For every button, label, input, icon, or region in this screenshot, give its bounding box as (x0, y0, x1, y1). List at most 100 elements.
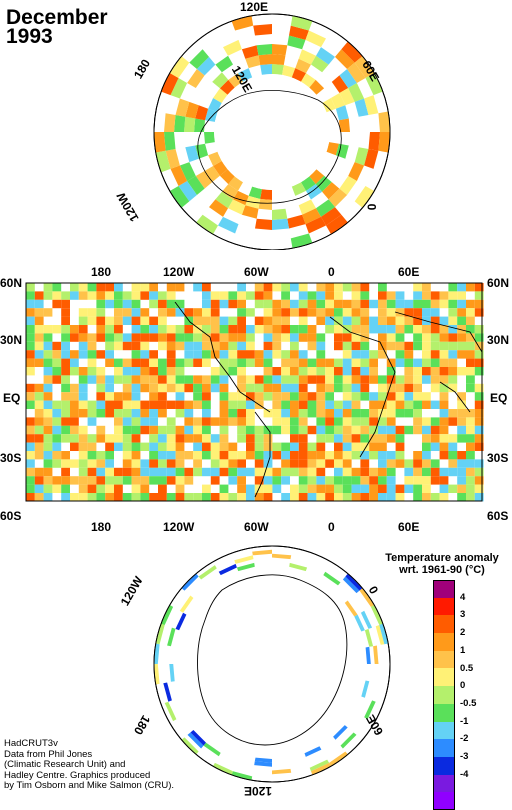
anomaly-cell (307, 392, 317, 401)
anomaly-cell (34, 383, 44, 393)
anomaly-cell (165, 149, 180, 169)
anomaly-cell (228, 392, 238, 401)
anomaly-cell (61, 434, 70, 443)
anomaly-cell (413, 383, 422, 393)
anomaly-cell (114, 358, 123, 367)
anomaly-cell (43, 367, 53, 376)
anomaly-cell (61, 400, 70, 409)
anomaly-cell (184, 400, 194, 409)
anomaly-cell (140, 493, 150, 502)
anomaly-cell (298, 425, 308, 435)
anomaly-cell (175, 459, 185, 468)
anomaly-cell (333, 725, 348, 740)
anomaly-cell (96, 333, 106, 342)
anomaly-cell (342, 341, 352, 351)
anomaly-cell (43, 375, 53, 384)
anomaly-cell (140, 400, 150, 409)
anomaly-cell (166, 325, 176, 334)
anomaly-cell (316, 442, 326, 451)
anomaly-cell (316, 383, 326, 393)
anomaly-cell (254, 459, 264, 468)
anomaly-cell (325, 325, 334, 334)
anomaly-cell (369, 392, 378, 401)
anomaly-cell (430, 467, 440, 477)
anomaly-cell (187, 176, 205, 195)
anomaly-cell (281, 409, 290, 418)
anomaly-cell (61, 375, 70, 384)
anomaly-cell (166, 350, 176, 359)
anomaly-cell (334, 409, 343, 418)
anomaly-cell (316, 400, 326, 409)
anomaly-cell (345, 573, 363, 591)
anomaly-cell (175, 283, 185, 292)
anomaly-cell (26, 308, 35, 317)
anomaly-cell (272, 283, 282, 292)
anomaly-cell (231, 771, 253, 781)
anomaly-cell (210, 299, 220, 309)
anomaly-cell (52, 358, 62, 367)
anomaly-cell (149, 383, 158, 393)
anomaly-cell (210, 476, 220, 485)
legend-swatch (433, 668, 455, 687)
anomaly-cell (194, 118, 205, 132)
anomaly-cell (105, 291, 114, 300)
anomaly-cell (395, 316, 405, 325)
anomaly-cell (422, 299, 431, 309)
anomaly-cell (298, 308, 308, 317)
anomaly-cell (422, 484, 431, 493)
anomaly-cell (281, 400, 290, 409)
anomaly-cell (166, 333, 176, 342)
anomaly-cell (131, 484, 141, 493)
anomaly-cell (439, 484, 449, 493)
anomaly-cell (386, 392, 396, 401)
anomaly-cell (87, 434, 97, 443)
anomaly-cell (158, 375, 167, 384)
anomaly-cell (193, 350, 202, 359)
anomaly-cell (466, 434, 475, 443)
anomaly-cell (422, 400, 431, 409)
anomaly-cell (122, 291, 132, 300)
anomaly-cell (184, 350, 194, 359)
anomaly-cell (87, 493, 97, 502)
anomaly-cell (290, 333, 299, 342)
anomaly-cell (228, 400, 238, 409)
anomaly-cell (219, 333, 229, 342)
anomaly-cell (307, 476, 317, 485)
anomaly-cell (175, 400, 185, 409)
anomaly-cell (122, 316, 132, 325)
anomaly-cell (342, 299, 352, 309)
anomaly-cell (96, 383, 106, 393)
anomaly-cell (78, 451, 88, 460)
anomaly-cell (254, 425, 264, 435)
anomaly-cell (316, 392, 326, 401)
anomaly-cell (26, 442, 35, 451)
anomaly-cell (131, 333, 141, 342)
anomaly-cell (158, 383, 167, 393)
anomaly-cell (237, 434, 246, 443)
anomaly-cell (164, 132, 176, 151)
anomaly-cell (307, 425, 317, 435)
anomaly-cell (290, 350, 299, 359)
anomaly-cell (114, 316, 123, 325)
anomaly-cell (166, 417, 176, 426)
anomaly-cell (330, 93, 346, 109)
anomaly-cell (466, 325, 475, 334)
anomaly-cell (52, 425, 62, 435)
anomaly-cell (96, 283, 106, 292)
anomaly-cell (342, 350, 352, 359)
anomaly-cell (219, 425, 229, 435)
anomaly-cell (219, 417, 229, 426)
world-lat-right-1: 60N (487, 276, 510, 290)
anomaly-cell (78, 291, 88, 300)
anomaly-cell (105, 459, 114, 468)
anomaly-cell (457, 291, 466, 300)
anomaly-cell (298, 383, 308, 393)
anomaly-cell (122, 493, 132, 502)
anomaly-cell (281, 291, 290, 300)
anomaly-cell (404, 358, 414, 367)
anomaly-cell (155, 150, 171, 173)
anomaly-cell (70, 367, 79, 376)
anomaly-cell (34, 451, 44, 460)
anomaly-cell (413, 325, 422, 334)
anomaly-cell (254, 757, 272, 763)
